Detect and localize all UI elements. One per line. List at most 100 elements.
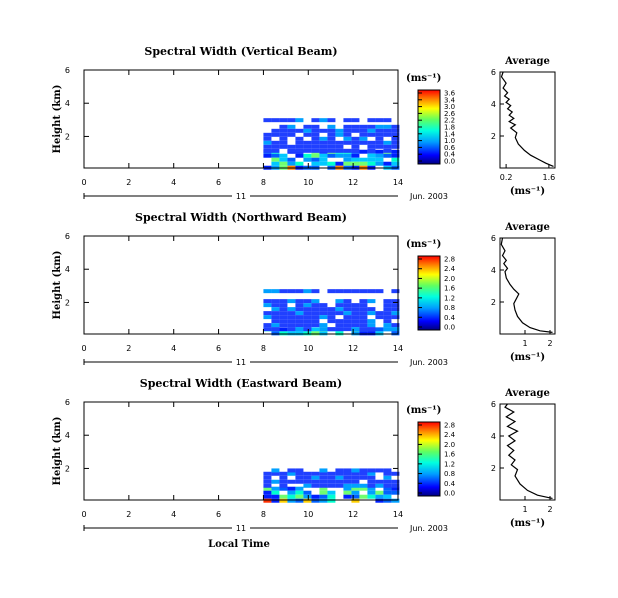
heatmap-cell	[359, 140, 368, 145]
heatmap-cell	[351, 128, 360, 133]
heatmap-cell	[375, 498, 384, 503]
heatmap-cell	[391, 128, 400, 133]
heatmap-cell	[287, 486, 296, 491]
heatmap-cell	[351, 118, 360, 123]
heatmap-cell	[295, 331, 304, 336]
heatmap-cell	[359, 132, 368, 137]
heatmap-cell	[383, 327, 392, 332]
heatmap-cell	[367, 468, 376, 473]
heatmap-cell	[303, 315, 312, 320]
heatmap-cell	[351, 140, 360, 145]
heatmap-cell	[327, 471, 336, 476]
heatmap-cell	[335, 299, 344, 304]
heatmap-cell	[271, 132, 280, 137]
heatmap-cell	[391, 327, 400, 332]
colorbar-unit: (ms⁻¹)	[406, 73, 441, 84]
heatmap-cell	[295, 490, 304, 495]
heatmap-cell	[271, 331, 280, 336]
heatmap-cell	[327, 311, 336, 316]
heatmap-cell	[343, 118, 352, 123]
heatmap-cell	[263, 144, 272, 149]
heatmap-cell	[279, 331, 288, 336]
heatmap-cell	[351, 486, 360, 491]
heatmap-cell	[311, 299, 320, 304]
heatmap-cell	[271, 315, 280, 320]
heatmap-cell	[343, 303, 352, 308]
heatmap-cell	[295, 468, 304, 473]
heatmap-cell	[319, 148, 328, 153]
heatmap-cell	[311, 124, 320, 129]
heatmap-cell	[359, 289, 368, 294]
heatmap-cell	[279, 140, 288, 145]
heatmap-cell	[359, 136, 368, 141]
heatmap-cell	[263, 132, 272, 137]
heatmap-cell	[359, 128, 368, 133]
heatmap-cell	[367, 153, 376, 158]
x-tick-label: 8	[261, 510, 266, 519]
heatmap-cell	[263, 311, 272, 316]
heatmap-cell	[311, 498, 320, 503]
heatmap-cell	[271, 161, 280, 166]
heatmap-cell	[383, 140, 392, 145]
heatmap-cell	[263, 490, 272, 495]
heatmap-cell	[311, 118, 320, 123]
heatmap-cell	[383, 483, 392, 488]
heatmap-cell	[279, 153, 288, 158]
heatmap-cell	[287, 494, 296, 499]
colorbar-tick-label: 0.0	[444, 490, 455, 498]
date-label: Jun. 2003	[409, 192, 448, 201]
heatmap-cell	[367, 475, 376, 480]
heatmap-cell	[375, 136, 384, 141]
heatmap-cell	[343, 140, 352, 145]
heatmap-cell	[383, 124, 392, 129]
heatmap-cell	[311, 128, 320, 133]
heatmap-cell	[343, 307, 352, 312]
heatmap-cell	[327, 289, 336, 294]
heatmap-cell	[375, 161, 384, 166]
colorbar-tick-label: 0.0	[444, 158, 455, 166]
panel-1: Spectral Width (Vertical Beam) 2 4 6 0 2 4 6 8 10…	[52, 45, 556, 201]
heatmap-cell	[287, 148, 296, 153]
average-title: Average	[504, 388, 550, 399]
y-axis-label: Height (km)	[52, 251, 63, 320]
heatmap-cells	[263, 118, 400, 170]
heatmap-cell	[383, 303, 392, 308]
heatmap-cell	[335, 483, 344, 488]
heatmap-cell	[271, 327, 280, 332]
average-frame	[499, 237, 556, 335]
heatmap-cell	[327, 327, 336, 332]
heatmap-cell	[327, 490, 336, 495]
heatmap-cell	[279, 494, 288, 499]
heatmap-cell	[319, 157, 328, 162]
heatmap-cell	[295, 307, 304, 312]
heatmap-cell	[351, 289, 360, 294]
heatmap-cell	[383, 153, 392, 158]
heatmap-cell	[287, 471, 296, 476]
heatmap-cell	[303, 490, 312, 495]
heatmap-cell	[351, 136, 360, 141]
heatmap-cell	[351, 468, 360, 473]
heatmap-cell	[375, 315, 384, 320]
heatmap-cell	[263, 471, 272, 476]
heatmap-cell	[287, 299, 296, 304]
heatmap-cell	[335, 479, 344, 484]
heatmap-cell	[367, 331, 376, 336]
heatmap-cell	[327, 319, 336, 324]
heatmap-cell	[295, 494, 304, 499]
heatmap-cell	[375, 494, 384, 499]
heatmap-cell	[271, 471, 280, 476]
colorbar-tick-label: 2.8	[444, 256, 455, 264]
heatmap-cell	[359, 331, 368, 336]
heatmap-cell	[263, 140, 272, 145]
heatmap-cell	[271, 148, 280, 153]
heatmap-cell	[271, 494, 280, 499]
heatmap-cell	[263, 153, 272, 158]
heatmap-cell	[311, 289, 320, 294]
heatmap-cell	[295, 153, 304, 158]
heatmap-cell	[319, 307, 328, 312]
heatmap-cell	[367, 479, 376, 484]
heatmap-cell	[343, 483, 352, 488]
heatmap-cell	[335, 331, 344, 336]
heatmap-cell	[391, 153, 400, 158]
